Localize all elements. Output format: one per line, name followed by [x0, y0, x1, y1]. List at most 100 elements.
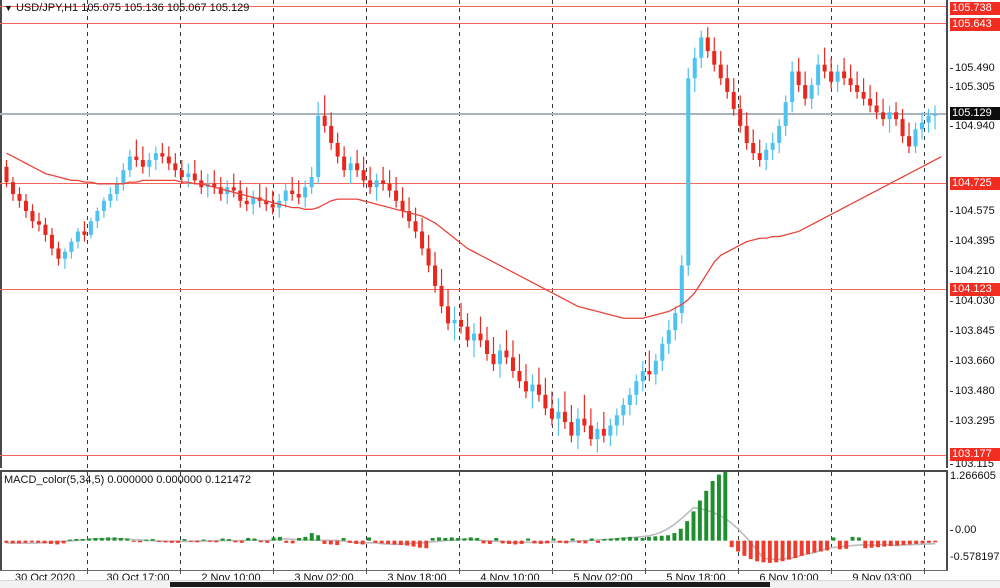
macd-histogram-bar: [780, 540, 785, 562]
candle-body: [75, 231, 80, 242]
candle-body: [673, 313, 678, 331]
candle-body: [601, 428, 606, 436]
candle-body: [43, 224, 48, 235]
candle-body: [803, 85, 808, 99]
macd-histogram-bar: [646, 536, 651, 541]
macd-histogram-bar: [793, 540, 798, 559]
candle-body: [757, 153, 762, 160]
price-level-line[interactable]: [0, 289, 946, 290]
price-tick-label: 103.115: [955, 458, 994, 470]
price-tick: 104.575: [950, 205, 995, 217]
price-tick-label: 103.660: [955, 355, 995, 367]
macd-histogram-bar: [284, 540, 289, 543]
candle-body: [296, 194, 301, 198]
price-tick-label: 104.575: [955, 205, 995, 217]
candle-body: [634, 381, 639, 395]
macd-histogram-bar: [659, 535, 664, 541]
macd-histogram-bar: [697, 500, 702, 541]
price-tick-label: 104.030: [955, 295, 995, 307]
price-tick: 103.660: [950, 355, 995, 367]
macd-histogram-bar: [914, 540, 919, 544]
macd-histogram-bar: [513, 540, 518, 545]
tick-mark-icon: [950, 330, 953, 332]
scrollbar-thumb[interactable]: [170, 582, 770, 587]
gridline-vertical: [552, 472, 553, 570]
price-level-line[interactable]: [0, 6, 946, 7]
candle-body: [101, 200, 106, 212]
macd-histogram-bar: [545, 540, 550, 544]
current-price-tag[interactable]: 105.129: [950, 107, 1000, 120]
macd-histogram-bar: [4, 540, 9, 543]
tick-mark-icon: [950, 270, 953, 272]
candle-body: [543, 394, 548, 409]
tick-mark-icon: [950, 240, 953, 242]
candle-body: [822, 64, 827, 72]
candle-body: [446, 306, 451, 324]
macd-histogram-bar: [850, 536, 855, 541]
macd-histogram-bar: [825, 540, 830, 551]
candle-body: [420, 231, 425, 249]
tick-mark-icon: [950, 86, 953, 88]
level-price-tag[interactable]: 103.177: [950, 448, 1000, 461]
macd-histogram-bar: [379, 540, 384, 544]
macd-histogram-bar: [449, 537, 454, 541]
macd-tick-label: 1.266605: [950, 470, 996, 482]
price-axis[interactable]: 105.490 105.305 104.940 104.575 104.395 104.2…: [950, 0, 1000, 570]
triangle-down-icon[interactable]: ▼: [4, 3, 13, 13]
price-level-line[interactable]: [0, 23, 946, 24]
candle-body: [549, 408, 554, 419]
macd-histogram-bar: [201, 539, 206, 541]
gridline-vertical: [459, 472, 460, 570]
macd-histogram-bar: [621, 537, 626, 541]
candle-body: [381, 180, 386, 184]
macd-histogram-bar: [634, 537, 639, 541]
candle-body: [575, 418, 580, 436]
macd-histogram-bar: [80, 539, 85, 541]
candle-body: [290, 190, 295, 194]
candle-body: [718, 64, 723, 79]
candle-body: [556, 411, 561, 419]
price-chart-pane[interactable]: [0, 0, 948, 468]
macd-histogram-bar: [685, 521, 690, 541]
gridline-vertical: [459, 0, 460, 468]
gridline-vertical: [180, 0, 181, 468]
candle-body: [387, 183, 392, 191]
horizontal-scrollbar[interactable]: [0, 580, 1000, 588]
candle-body: [439, 285, 444, 307]
macd-histogram-bar: [23, 540, 28, 543]
macd-histogram-bar: [602, 539, 607, 541]
level-price-tag[interactable]: 104.123: [950, 283, 1000, 296]
candle-body: [653, 360, 658, 375]
candle-body: [614, 415, 619, 426]
price-tick: 104.030: [950, 295, 995, 307]
macd-histogram-bar: [411, 540, 416, 547]
gridline-vertical: [87, 472, 88, 570]
macd-histogram-bar: [258, 540, 263, 543]
gridline-vertical: [831, 472, 832, 570]
candle-body: [374, 180, 379, 188]
macd-histogram-bar: [131, 540, 136, 542]
candle-body: [36, 221, 41, 225]
level-price-tag[interactable]: 105.738: [950, 2, 1000, 15]
candle-body: [744, 125, 749, 143]
price-level-line[interactable]: [0, 455, 946, 456]
level-price-tag[interactable]: 105.643: [950, 18, 1000, 31]
candle-body: [56, 248, 61, 259]
candle-body: [49, 234, 54, 249]
candle-body: [368, 180, 373, 188]
level-price-tag[interactable]: 104.725: [950, 177, 1000, 190]
macd-histogram-bar: [36, 540, 41, 543]
price-tick-label: 103.295: [955, 415, 995, 427]
macd-histogram-bar: [812, 540, 817, 553]
price-tick: 103.295: [950, 415, 995, 427]
macd-histogram-bar: [309, 533, 314, 541]
macd-histogram-bar: [666, 535, 671, 541]
gridline-vertical: [831, 0, 832, 468]
price-level-line[interactable]: [0, 183, 946, 184]
macd-histogram-bar: [761, 540, 766, 563]
candle-body: [608, 425, 613, 436]
candle-body: [627, 394, 632, 406]
candle-body: [348, 163, 353, 171]
time-tick-mark: [552, 571, 553, 574]
macd-pane[interactable]: [0, 470, 948, 570]
